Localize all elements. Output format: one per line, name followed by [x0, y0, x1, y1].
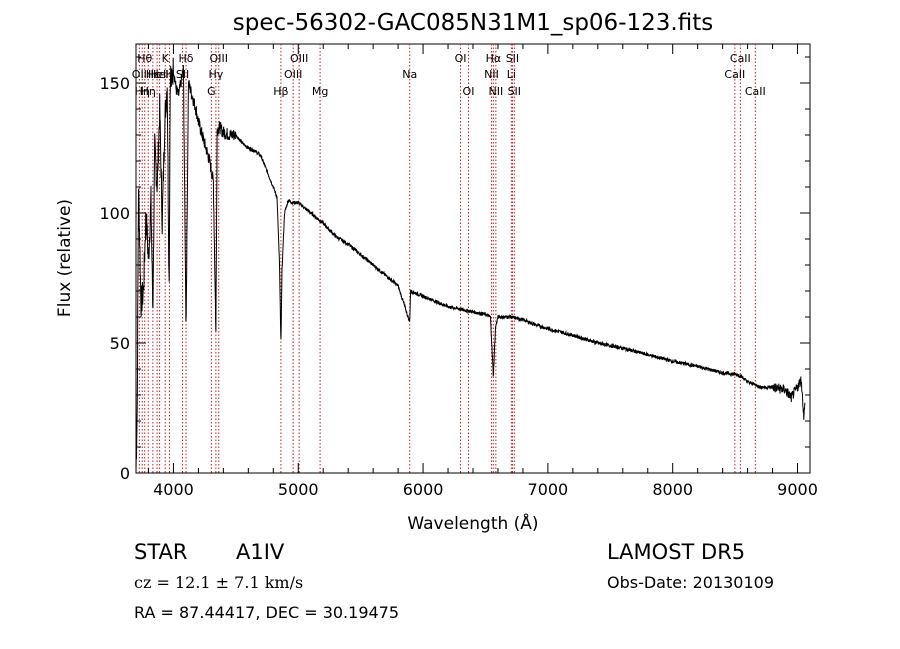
line-marker-label-3: Hη	[141, 85, 156, 98]
x-tick-label-4: 8000	[652, 480, 693, 499]
x-tick-label-2: 6000	[403, 480, 444, 499]
line-marker-label-19: OI	[455, 52, 467, 65]
line-marker-label-17: Mg	[312, 85, 328, 98]
survey-name: LAMOST DR5	[607, 540, 746, 564]
observation-date: Obs-Date: 20130109	[607, 573, 775, 592]
line-marker-label-11: G	[207, 85, 216, 98]
y-tick-label-3: 150	[99, 74, 130, 93]
spectrum-line	[135, 57, 806, 474]
line-marker-label-22: Hα	[486, 52, 502, 65]
y-axis-label: Flux (relative)	[55, 199, 75, 317]
line-marker-label-29: CaII	[745, 85, 766, 98]
x-tick-label-0: 4000	[153, 480, 194, 499]
line-marker-label-27: CaII	[724, 68, 745, 81]
object-subclass: A1IV	[236, 540, 285, 564]
axis-tick-labels: 4000 5000 6000 7000 8000 9000 0 50 100 150	[99, 74, 817, 499]
line-marker-label-1: Hη	[135, 85, 150, 98]
coordinates: RA = 87.44417, DEC = 30.19475	[134, 603, 400, 622]
line-marker-label-7: K	[162, 52, 170, 65]
x-tick-label-5: 9000	[777, 480, 818, 499]
axis-ticks	[136, 44, 810, 474]
line-marker-label-5: HeI	[148, 68, 166, 81]
line-marker-label-23: NII	[488, 85, 503, 98]
line-marker-label-12: Hγ	[208, 68, 223, 81]
line-marker-labels: OIIHηHθHηHεHeIHeIKHHδSIIGHγOIIIHβOIIIOII…	[132, 52, 766, 98]
line-marker-label-26: SII	[508, 85, 521, 98]
line-marker-label-6: HeI	[150, 68, 168, 81]
line-marker-label-20: OI	[463, 85, 475, 98]
line-marker-label-24: Li	[507, 68, 516, 81]
line-marker-label-9: Hδ	[179, 52, 194, 65]
y-tick-label-2: 100	[99, 204, 130, 223]
line-marker-label-13: OIII	[210, 52, 228, 65]
line-marker-label-14: Hβ	[273, 85, 288, 98]
line-marker-label-25: SII	[506, 52, 519, 65]
x-axis-label: Wavelength (Å)	[407, 512, 538, 534]
y-tick-label-0: 0	[120, 464, 130, 483]
line-marker-label-0: OII	[132, 68, 147, 81]
plot-frame	[135, 43, 811, 474]
line-markers	[138, 44, 756, 473]
x-tick-label-1: 5000	[278, 480, 319, 499]
line-marker-label-2: Hθ	[137, 52, 152, 65]
line-marker-label-8: H	[165, 68, 173, 81]
spectrum-series	[135, 57, 806, 474]
line-marker-label-4: Hε	[146, 68, 160, 81]
y-tick-label-1: 50	[110, 334, 130, 353]
line-marker-label-16: OIII	[290, 52, 308, 65]
line-marker-label-28: CaII	[730, 52, 751, 65]
chart-title: spec-56302-GAC085N31M1_sp06-123.fits	[233, 10, 713, 36]
line-marker-label-15: OIII	[284, 68, 302, 81]
object-class: STAR	[134, 540, 188, 564]
redshift-velocity: cz = 12.1 ± 7.1 km/s	[134, 573, 304, 592]
x-tick-label-3: 7000	[528, 480, 569, 499]
line-marker-label-21: NII	[484, 68, 499, 81]
line-marker-label-18: Na	[402, 68, 417, 81]
